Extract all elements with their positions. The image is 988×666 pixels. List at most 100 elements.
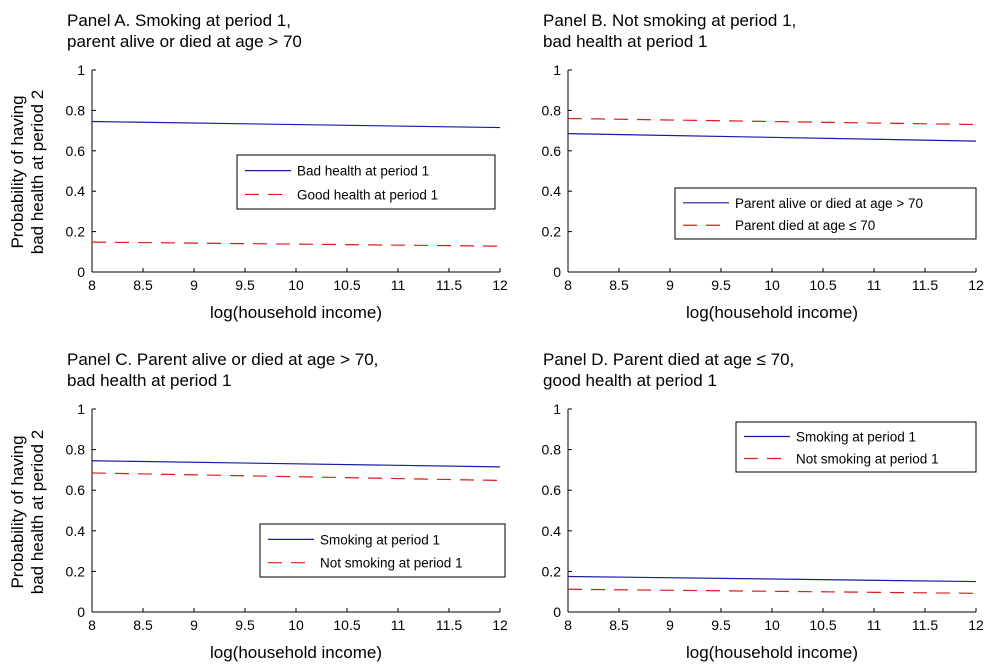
panel-d-y-tick-label: 0.4 bbox=[542, 523, 562, 539]
panel-a-y-tick-label: 1 bbox=[77, 62, 85, 78]
panel-a-x-tick-label: 8.5 bbox=[133, 277, 153, 293]
panel-b-x-tick-label: 10.5 bbox=[809, 277, 836, 293]
panel-d-x-tick-label: 11 bbox=[867, 617, 882, 633]
panel-b-y-tick-label: 0.6 bbox=[542, 143, 562, 159]
panel-a-series-2-line bbox=[91, 241, 501, 247]
panel-c-series-1-line bbox=[91, 460, 501, 468]
panel-c-series-2-line bbox=[91, 472, 501, 482]
panel-a-x-axis-label: log(household income) bbox=[210, 303, 382, 322]
panel-c-x-tick-label: 8.5 bbox=[133, 617, 153, 633]
panel-c-y-tick-label: 0 bbox=[77, 604, 85, 620]
panel-c-title-line1: Panel C. Parent alive or died at age > 7… bbox=[67, 350, 378, 369]
panel-d-x-tick-label: 8.5 bbox=[609, 617, 629, 633]
panel-d-title-line1: Panel D. Parent died at age ≤ 70, bbox=[543, 350, 794, 369]
panel-d-x-tick-label: 8 bbox=[564, 617, 572, 633]
panel-d-legend-box bbox=[735, 421, 977, 473]
panel-a-series-1-line bbox=[91, 120, 501, 129]
panel-b-x-tick-label: 9.5 bbox=[711, 277, 731, 293]
panel-b-series-2-line bbox=[567, 117, 977, 126]
panel-b-y-tick-label: 0.2 bbox=[542, 224, 562, 240]
panel-b-title-line2: bad health at period 1 bbox=[543, 32, 707, 51]
panel-c-y-tick-label: 0.2 bbox=[66, 563, 86, 579]
panel-d: Panel D. Parent died at age ≤ 70, good he… bbox=[542, 350, 984, 662]
panel-c-x-tick-label: 10.5 bbox=[333, 617, 360, 633]
panel-d-y-tick-label: 0 bbox=[553, 604, 561, 620]
panel-a-y-tick-label: 0.2 bbox=[66, 224, 86, 240]
panel-d-x-tick-label: 11.5 bbox=[912, 617, 938, 633]
panel-b-y-tick-label: 0.8 bbox=[542, 102, 562, 118]
panel-d-legend-label-1: Smoking at period 1 bbox=[796, 430, 916, 445]
panel-d-y-tick-label: 1 bbox=[553, 401, 561, 417]
panel-c-x-axis-label: log(household income) bbox=[210, 643, 382, 662]
panel-d-series-1-line bbox=[567, 575, 977, 583]
panel-a-y-tick-label: 0 bbox=[77, 264, 85, 280]
panel-a-x-tick-label: 10.5 bbox=[333, 277, 360, 293]
panel-b-legend-label-2: Parent died at age ≤ 70 bbox=[735, 218, 875, 233]
panel-c-legend-box bbox=[259, 523, 506, 578]
panel-d-y-tick-label: 0.8 bbox=[542, 442, 562, 458]
panel-a-legend-box bbox=[236, 154, 496, 210]
shared-y-axis-label-line1: Probability of having bbox=[8, 95, 27, 248]
panel-a-x-tick-label: 8 bbox=[88, 277, 96, 293]
panel-a-y-tick-label: 0.8 bbox=[66, 102, 86, 118]
panel-c-x-tick-label: 11.5 bbox=[436, 617, 462, 633]
panel-d-legend-label-2: Not smoking at period 1 bbox=[796, 452, 939, 467]
panel-a-x-tick-label: 10 bbox=[288, 277, 304, 293]
panel-b-title-line1: Panel B. Not smoking at period 1, bbox=[543, 11, 796, 30]
panel-c-legend-label-1: Smoking at period 1 bbox=[320, 532, 440, 547]
panel-a: Panel A. Smoking at period 1, parent aliv… bbox=[66, 11, 508, 322]
panel-a-title-line1: Panel A. Smoking at period 1, bbox=[67, 11, 291, 30]
panel-a-y-tick-label: 0.4 bbox=[66, 183, 86, 199]
shared-y-axis-label-line1-lower: Probability of having bbox=[8, 435, 27, 588]
panel-c-x-tick-label: 9 bbox=[190, 617, 198, 633]
panel-c: Panel C. Parent alive or died at age > 7… bbox=[66, 350, 508, 662]
panel-b-y-tick-label: 1 bbox=[553, 62, 561, 78]
panel-c-y-tick-label: 1 bbox=[77, 401, 85, 417]
panel-d-legend: Smoking at period 1 Not smoking at period… bbox=[735, 421, 977, 473]
panel-b-x-tick-label: 10 bbox=[764, 277, 780, 293]
panel-d-title-line2: good health at period 1 bbox=[543, 371, 717, 390]
panel-a-x-tick-label: 11 bbox=[391, 277, 406, 293]
panel-c-y-tick-label: 0.8 bbox=[66, 442, 86, 458]
panel-d-x-tick-label: 9 bbox=[666, 617, 674, 633]
panel-a-x-tick-label: 12 bbox=[492, 277, 508, 293]
panel-c-title-line2: bad health at period 1 bbox=[67, 371, 231, 390]
panel-b-x-tick-label: 11 bbox=[867, 277, 882, 293]
panel-b-y-tick-label: 0.4 bbox=[542, 183, 562, 199]
panel-b-x-tick-label: 9 bbox=[666, 277, 674, 293]
panel-b-x-axis-label: log(household income) bbox=[686, 303, 858, 322]
panel-c-x-tick-label: 9.5 bbox=[235, 617, 255, 633]
panel-a-y-tick-label: 0.6 bbox=[66, 143, 86, 159]
panel-d-x-tick-label: 10.5 bbox=[809, 617, 836, 633]
panel-a-legend-label-1: Bad health at period 1 bbox=[297, 164, 429, 179]
panel-a-x-tick-label: 9 bbox=[190, 277, 198, 293]
panel-d-y-tick-label: 0.2 bbox=[542, 563, 562, 579]
panel-c-legend-label-2: Not smoking at period 1 bbox=[320, 556, 463, 571]
panel-c-x-tick-label: 8 bbox=[88, 617, 96, 633]
panel-b-legend: Parent alive or died at age > 70 Parent d… bbox=[674, 187, 977, 240]
panel-a-legend: Bad health at period 1 Good health at per… bbox=[236, 154, 496, 210]
panel-b-x-tick-label: 8.5 bbox=[609, 277, 629, 293]
panel-b-x-tick-label: 12 bbox=[968, 277, 984, 293]
panel-c-x-tick-label: 12 bbox=[492, 617, 508, 633]
panel-a-x-tick-label: 11.5 bbox=[436, 277, 462, 293]
panel-a-x-tick-label: 9.5 bbox=[235, 277, 255, 293]
panel-b-series-1-line bbox=[567, 133, 977, 142]
panel-c-x-tick-label: 11 bbox=[391, 617, 406, 633]
panel-d-x-tick-label: 12 bbox=[968, 617, 984, 633]
panel-c-y-tick-label: 0.6 bbox=[66, 482, 86, 498]
panel-d-x-tick-label: 9.5 bbox=[711, 617, 731, 633]
panel-b-legend-label-1: Parent alive or died at age > 70 bbox=[735, 196, 923, 211]
panel-d-series-2-line bbox=[567, 588, 977, 594]
panel-d-x-tick-label: 10 bbox=[764, 617, 780, 633]
panel-d-y-tick-label: 0.6 bbox=[542, 482, 562, 498]
panel-c-y-tick-label: 0.4 bbox=[66, 523, 86, 539]
panel-a-title-line2: parent alive or died at age > 70 bbox=[67, 32, 302, 51]
panel-a-legend-label-2: Good health at period 1 bbox=[297, 187, 438, 202]
panel-b-x-tick-label: 8 bbox=[564, 277, 572, 293]
panel-c-legend: Smoking at period 1 Not smoking at period… bbox=[259, 523, 506, 578]
panel-b-y-tick-label: 0 bbox=[553, 264, 561, 280]
panel-b: Panel B. Not smoking at period 1, bad hea… bbox=[542, 11, 984, 322]
panel-b-x-tick-label: 11.5 bbox=[912, 277, 938, 293]
